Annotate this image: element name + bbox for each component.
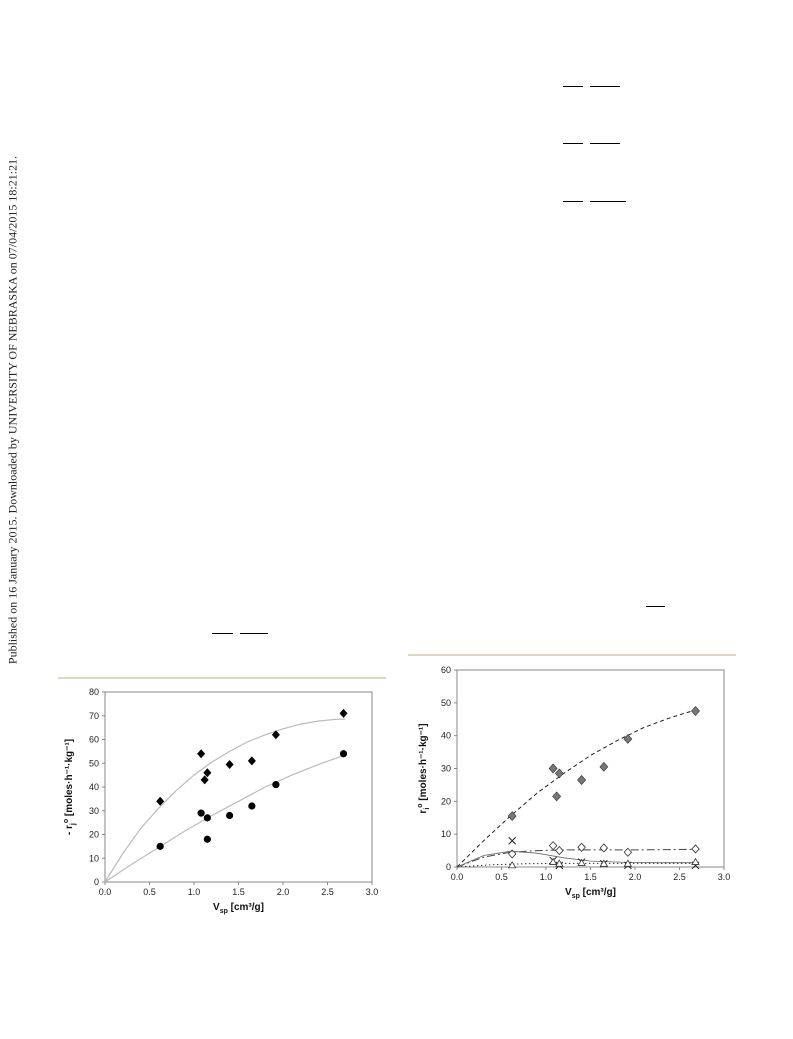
y-tick-label: 10 xyxy=(441,829,451,839)
data-point xyxy=(203,814,211,822)
data-point xyxy=(555,859,564,867)
y-tick-label: 60 xyxy=(441,665,451,675)
data-point xyxy=(339,750,348,758)
data-point xyxy=(339,708,348,718)
data-point xyxy=(248,802,256,810)
fraction-bar xyxy=(646,606,665,607)
data-point xyxy=(623,847,633,857)
data-point xyxy=(271,730,280,740)
x-tick-label: 1.5 xyxy=(584,872,597,882)
x-tick-label: 2.5 xyxy=(321,887,334,897)
data-point xyxy=(599,859,609,867)
data-point xyxy=(577,842,586,852)
data-point xyxy=(548,857,558,865)
fit-curve xyxy=(104,754,346,883)
y-tick-label: 80 xyxy=(89,687,99,697)
data-point xyxy=(577,775,587,785)
y-axis-label: rio [moles·h⁻¹·kg⁻¹] xyxy=(417,723,431,813)
y-tick-label: 30 xyxy=(441,764,451,774)
plot-frame xyxy=(456,669,725,868)
fraction-bar xyxy=(563,86,583,87)
fit-curve xyxy=(456,708,698,868)
x-tick-label: 2.0 xyxy=(629,872,642,882)
data-point xyxy=(156,842,164,850)
x-tick-label: 0.5 xyxy=(143,887,156,897)
y-tick-label: 60 xyxy=(89,735,99,745)
data-point xyxy=(272,781,280,789)
fraction-bar xyxy=(563,143,583,144)
chart-2: 0.0 0.5 1.0 1.5 2.0 2.5 3.0 0 10 20 30 40 50 60 Vsp [c… xyxy=(417,665,730,900)
x-tick-label: 3.0 xyxy=(366,887,379,897)
y-tick-label: 20 xyxy=(441,796,451,806)
data-point xyxy=(554,768,564,779)
data-point xyxy=(247,756,256,766)
data-point xyxy=(203,768,212,778)
fraction-bar xyxy=(240,633,268,634)
data-point xyxy=(507,849,517,859)
fraction-bar xyxy=(563,201,583,202)
x-tick-label: 0.0 xyxy=(451,872,464,882)
data-point xyxy=(552,791,562,802)
data-point xyxy=(599,843,609,853)
fraction-bar xyxy=(590,86,620,87)
data-point xyxy=(507,861,517,869)
data-point xyxy=(623,859,633,867)
fraction-bar xyxy=(590,201,626,202)
x-tick-label: 1.0 xyxy=(540,872,553,882)
data-point xyxy=(691,844,700,854)
y-tick-label: 40 xyxy=(441,731,451,741)
y-tick-label: 50 xyxy=(89,758,99,768)
data-point xyxy=(226,811,234,820)
data-point xyxy=(691,706,700,716)
x-axis-label: Vsp [cm³/g] xyxy=(213,902,264,915)
fit-curve xyxy=(456,848,698,868)
y-tick-label: 50 xyxy=(441,698,451,708)
y-axis-label: - rjo [moles·h⁻¹·kg⁻¹] xyxy=(63,739,77,835)
data-point xyxy=(508,836,517,845)
data-point xyxy=(507,811,517,822)
data-point xyxy=(156,796,165,806)
figure-rule-right xyxy=(408,654,736,656)
data-point xyxy=(577,858,586,866)
data-point xyxy=(691,857,700,865)
data-point xyxy=(548,763,558,774)
data-point xyxy=(203,835,211,843)
fit-curve xyxy=(456,850,698,868)
x-tick-label: 1.0 xyxy=(188,887,201,897)
data-point xyxy=(197,749,206,759)
data-point xyxy=(197,809,205,817)
fit-curve xyxy=(456,862,698,868)
data-point xyxy=(200,775,209,785)
y-tick-label: 70 xyxy=(89,711,99,721)
y-tick-label: 10 xyxy=(89,853,99,863)
fraction-bar xyxy=(590,143,620,144)
data-point xyxy=(225,759,234,769)
figure-rule-left xyxy=(58,677,386,679)
y-tick-label: 0 xyxy=(446,862,451,872)
x-axis-label: Vsp [cm³/g] xyxy=(565,887,616,900)
plot-frame xyxy=(104,691,373,883)
fraction-bar xyxy=(212,633,233,634)
x-tick-label: 2.0 xyxy=(277,887,290,897)
data-point xyxy=(623,733,633,744)
y-tick-label: 40 xyxy=(89,782,99,792)
fit-curve xyxy=(104,718,346,883)
y-tick-label: 20 xyxy=(89,830,99,840)
data-point xyxy=(555,845,564,856)
data-point xyxy=(548,841,558,851)
x-tick-label: 3.0 xyxy=(718,872,731,882)
x-tick-label: 2.5 xyxy=(673,872,686,882)
data-point xyxy=(599,761,609,772)
chart-1: 0.0 0.5 1.0 1.5 2.0 2.5 3.0 0 10 20 30 40 50 60 70 80 Vs… xyxy=(63,687,378,915)
x-tick-label: 0.5 xyxy=(495,872,508,882)
x-tick-label: 1.5 xyxy=(232,887,245,897)
y-tick-label: 30 xyxy=(89,806,99,816)
y-tick-label: 0 xyxy=(94,877,99,887)
x-tick-label: 0.0 xyxy=(99,887,112,897)
